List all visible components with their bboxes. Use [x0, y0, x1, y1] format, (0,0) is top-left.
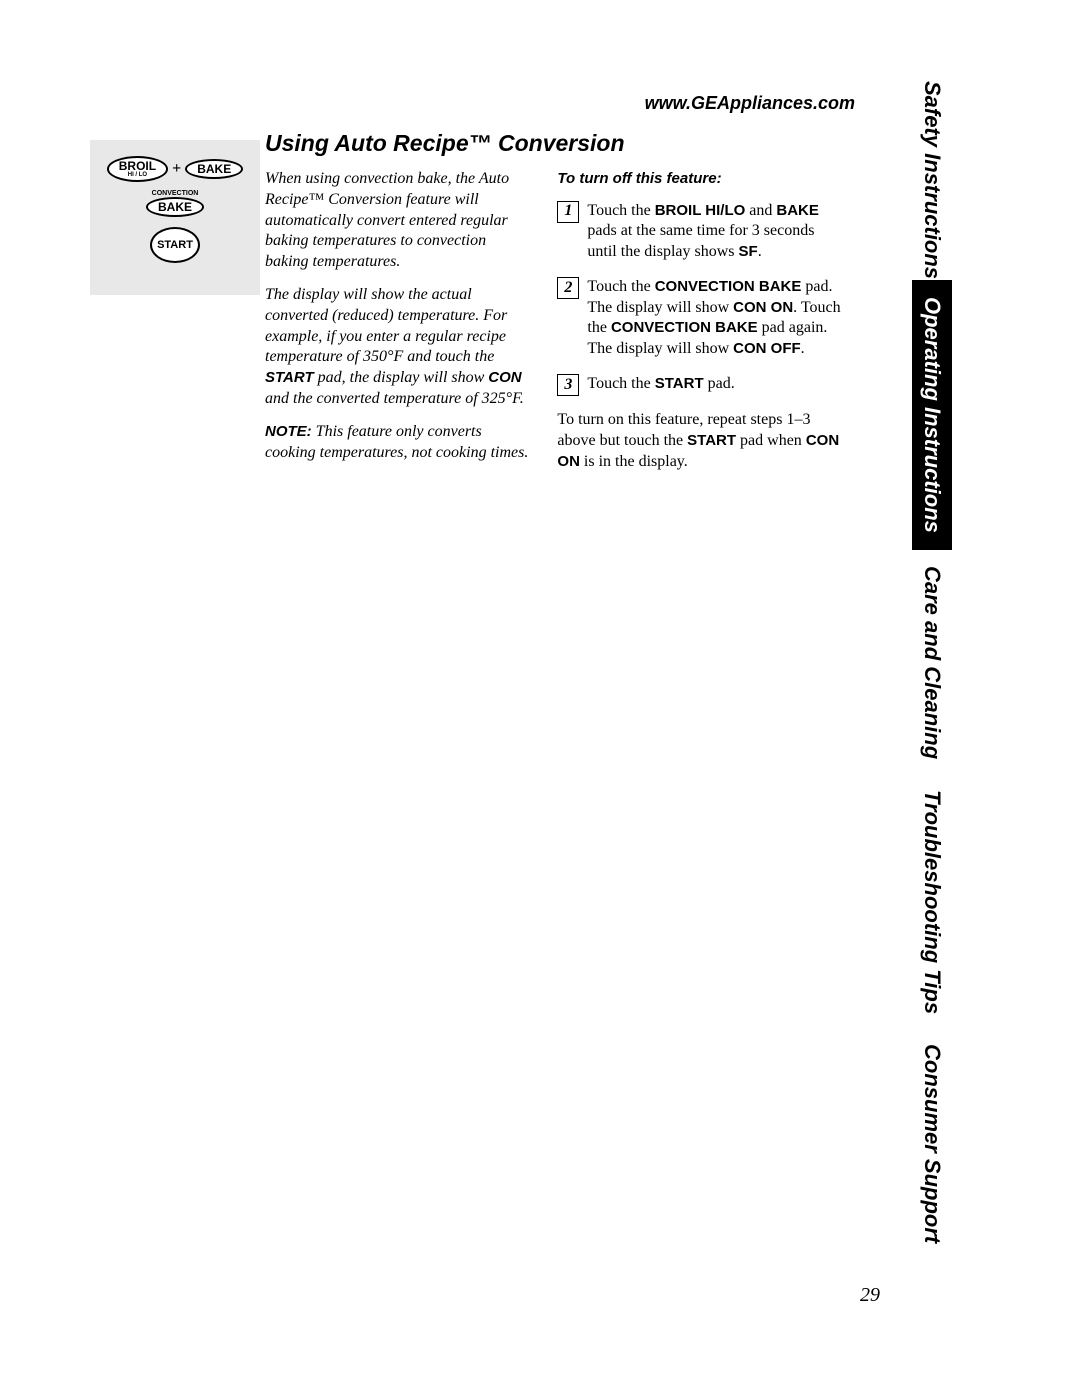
tab-consumer: Consumer Support	[912, 1030, 952, 1258]
section-title: Using Auto Recipe™ Conversion	[265, 130, 845, 157]
intro-paragraph-1: When using convection bake, the Auto Rec…	[265, 169, 533, 273]
left-column: When using convection bake, the Auto Rec…	[265, 169, 533, 475]
step-3: 3 Touch the START pad.	[557, 374, 845, 396]
step-2-text: Touch the CONVECTION BAKE pad. The displ…	[587, 277, 845, 360]
tab-operating: Operating Instructions	[912, 280, 952, 550]
turn-on-paragraph: To turn on this feature, repeat steps 1–…	[557, 410, 845, 472]
step-1: 1 Touch the BROIL HI/LO and BAKE pads at…	[557, 201, 845, 263]
note-paragraph: NOTE: This feature only converts cooking…	[265, 422, 533, 464]
convection-label: CONVECTION	[152, 190, 199, 197]
button-diagram: BROIL HI / LO + BAKE CONVECTION BAKE STA…	[90, 140, 260, 295]
intro-paragraph-2: The display will show the actual convert…	[265, 285, 533, 410]
right-column: To turn off this feature: 1 Touch the BR…	[557, 169, 845, 475]
plus-icon: +	[172, 160, 181, 178]
step-1-text: Touch the BROIL HI/LO and BAKE pads at t…	[587, 201, 845, 263]
step-2: 2 Touch the CONVECTION BAKE pad. The dis…	[557, 277, 845, 360]
tab-safety: Safety Instructions	[912, 80, 952, 280]
step-number-3: 3	[557, 374, 579, 396]
convection-bake-button-icon: BAKE	[146, 197, 204, 217]
bake-button-icon: BAKE	[185, 159, 243, 179]
broil-button-icon: BROIL HI / LO	[107, 156, 168, 182]
side-tabs: Safety Instructions Operating Instructio…	[912, 80, 952, 1295]
start-button-icon: START	[150, 227, 200, 263]
tab-care: Care and Cleaning	[912, 550, 952, 775]
website-url: www.GEAppliances.com	[645, 93, 855, 114]
step-3-text: Touch the START pad.	[587, 374, 845, 396]
tab-troubleshooting: Troubleshooting Tips	[912, 775, 952, 1030]
content-area: Using Auto Recipe™ Conversion When using…	[265, 130, 845, 475]
page-number: 29	[860, 1284, 880, 1307]
turn-off-subhead: To turn off this feature:	[557, 169, 845, 189]
columns: When using convection bake, the Auto Rec…	[265, 169, 845, 475]
diagram-row-1: BROIL HI / LO + BAKE	[107, 156, 243, 182]
step-number-1: 1	[557, 201, 579, 223]
page: www.GEAppliances.com Safety Instructions…	[0, 0, 1080, 1397]
step-number-2: 2	[557, 277, 579, 299]
